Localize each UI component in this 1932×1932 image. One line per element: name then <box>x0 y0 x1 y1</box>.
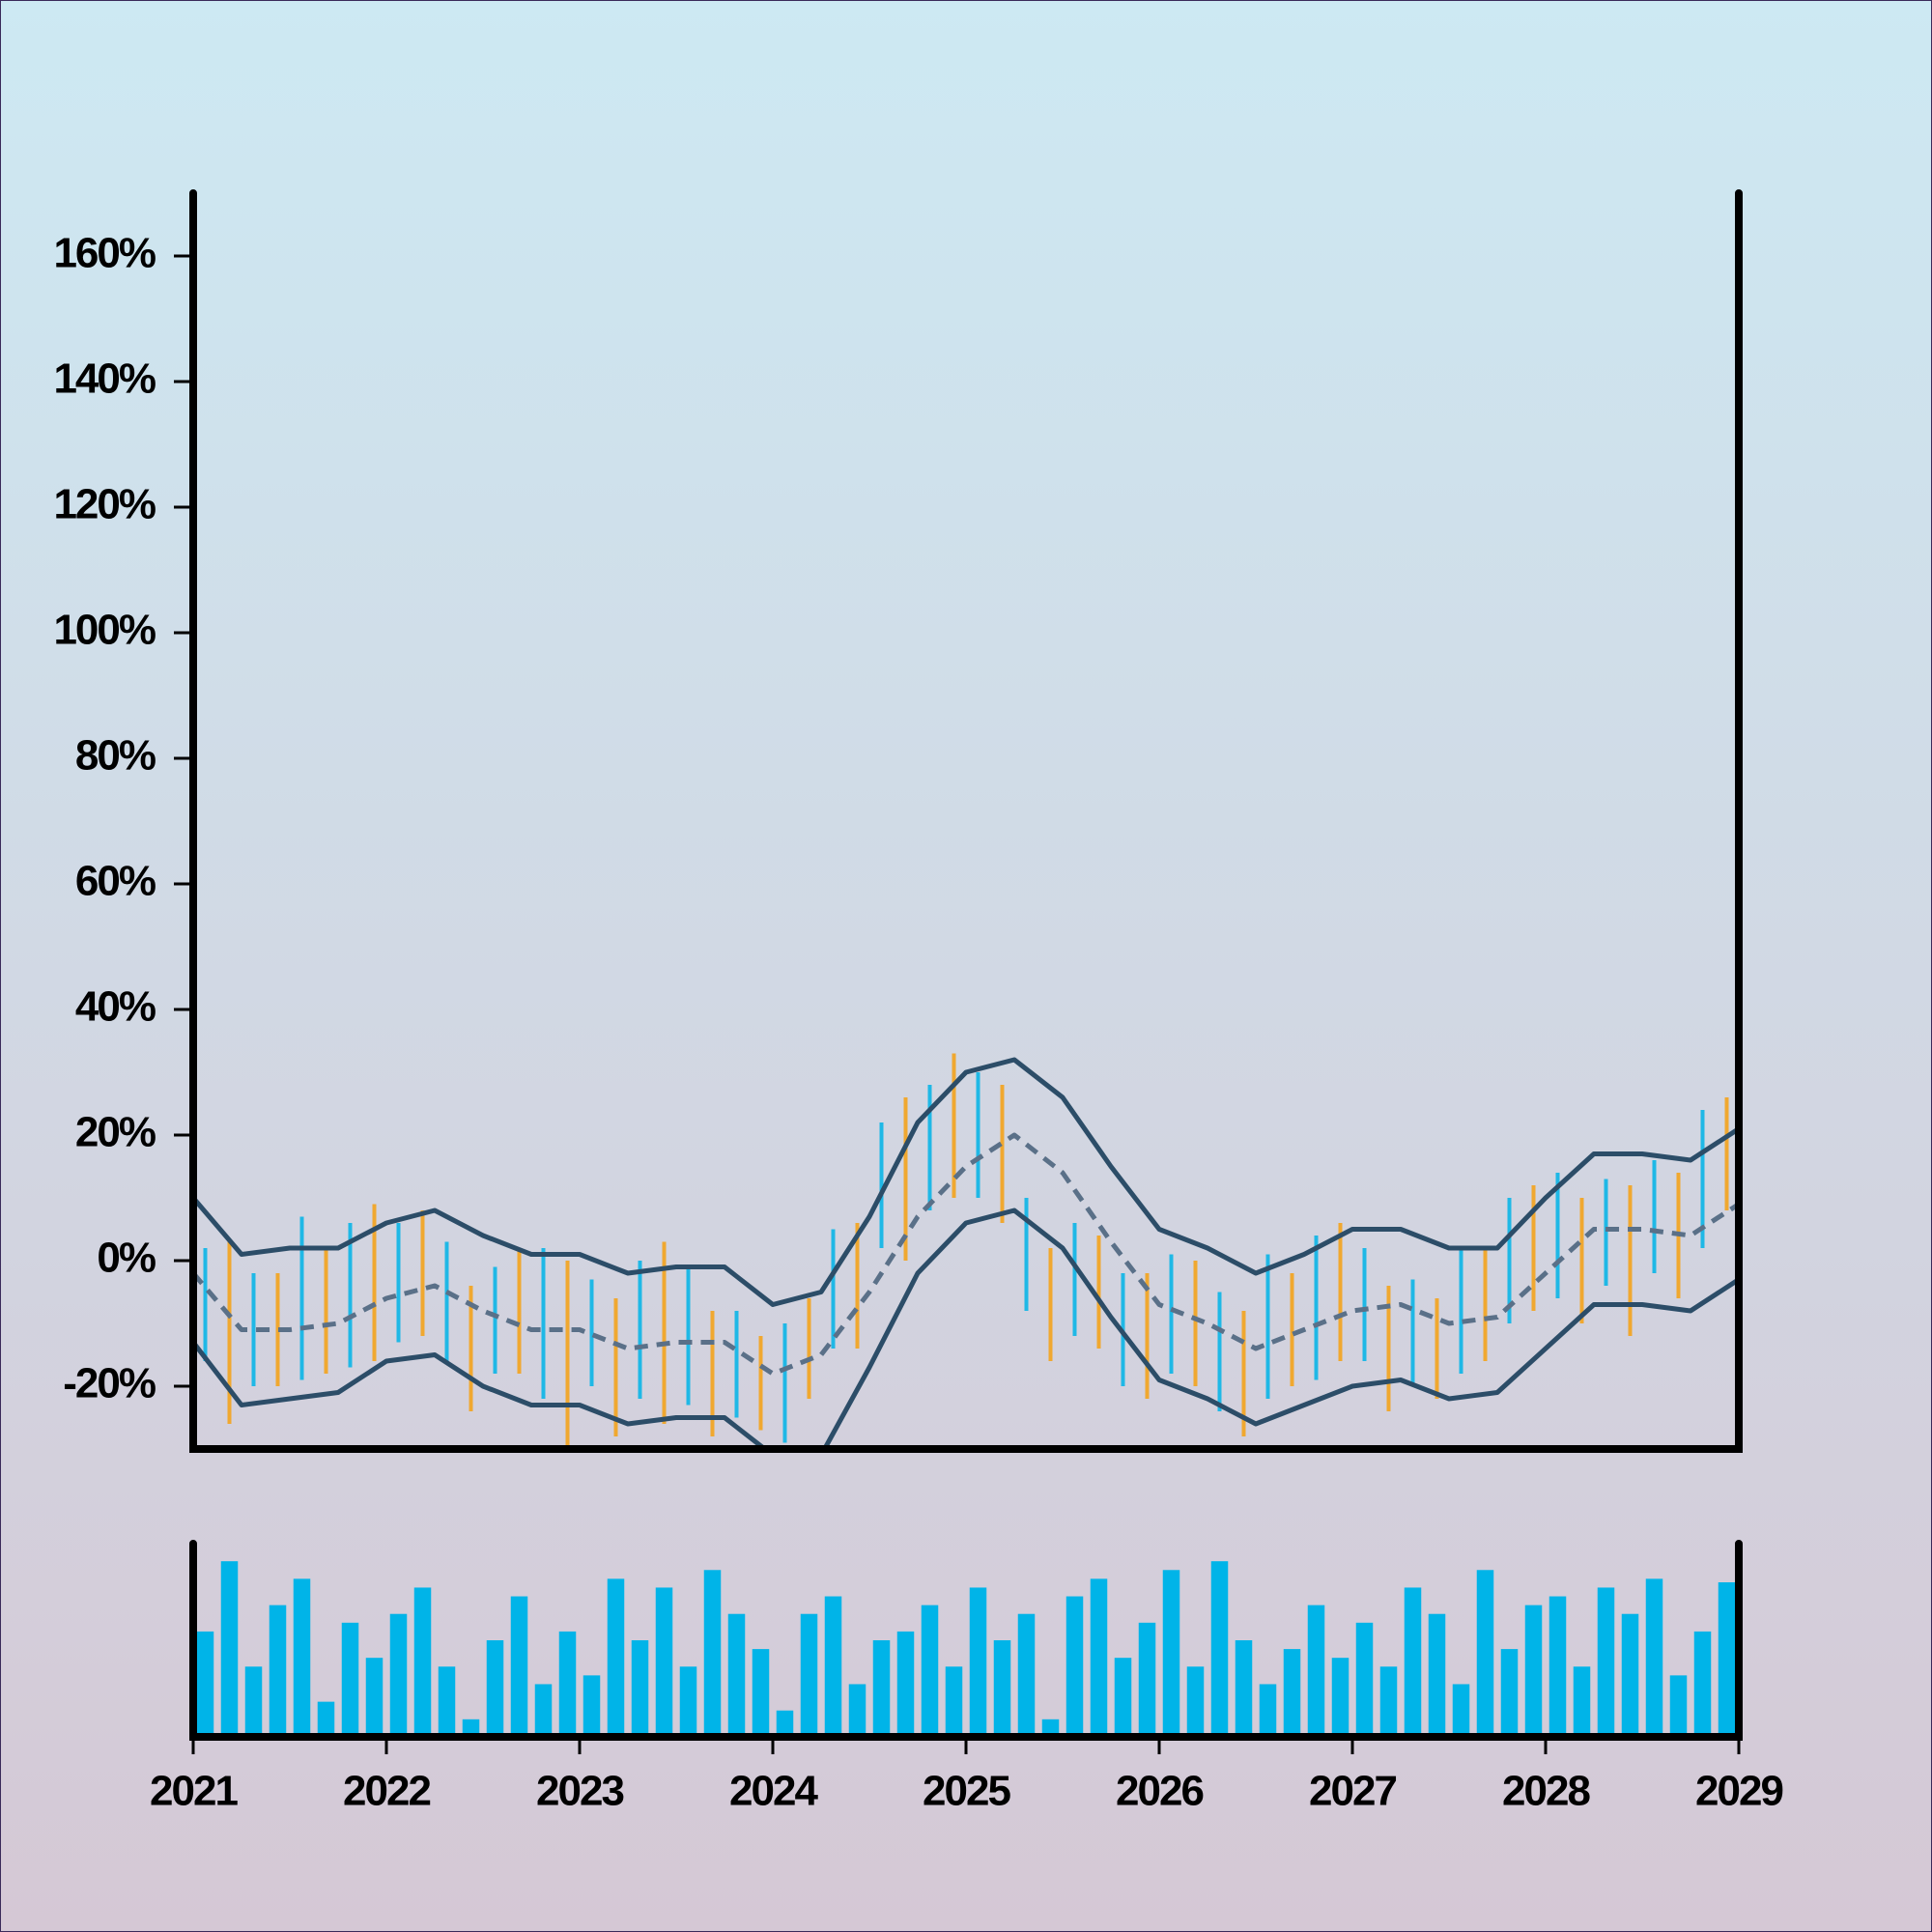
x-tick-label: 2028 <box>1502 1768 1590 1815</box>
volume-bar <box>1186 1666 1205 1737</box>
volume-bar <box>776 1710 794 1737</box>
volume-bar <box>486 1640 504 1737</box>
x-tick-label: 2026 <box>1116 1768 1203 1815</box>
y-tick-label: 60% <box>75 858 156 905</box>
volume-bar <box>1065 1596 1084 1737</box>
x-tick-label: 2024 <box>729 1768 818 1815</box>
volume-bar <box>703 1570 722 1737</box>
volume-bar <box>679 1666 697 1737</box>
price-frame <box>189 189 1743 1453</box>
y-tick-label: 80% <box>75 732 156 780</box>
volume-bar <box>196 1631 214 1737</box>
y-tick-label: 40% <box>75 983 156 1031</box>
volume-bar <box>872 1640 891 1737</box>
volume-bar <box>534 1684 553 1737</box>
volume-bar <box>365 1658 384 1737</box>
volume-bar <box>389 1613 408 1737</box>
volume-bar <box>1452 1684 1470 1737</box>
y-tick-label: 120% <box>53 481 155 528</box>
volume-bar <box>921 1605 939 1737</box>
y-tick-label: 140% <box>53 355 155 403</box>
volume-bar <box>1621 1613 1639 1737</box>
y-tick-label: 160% <box>53 230 155 277</box>
volume-bar <box>462 1719 480 1737</box>
volume-bar <box>1355 1622 1374 1737</box>
x-tick-label: 2022 <box>343 1768 430 1815</box>
x-tick-label: 2029 <box>1695 1768 1782 1815</box>
volume-bar <box>244 1666 263 1737</box>
volume-bar <box>1259 1684 1277 1737</box>
volume-bar <box>413 1587 432 1737</box>
middle-band <box>193 1132 1739 1377</box>
volume-bar <box>1283 1649 1301 1737</box>
volume-bar <box>269 1605 287 1737</box>
volume-bar <box>896 1631 915 1737</box>
price-plot <box>193 1053 1739 1449</box>
volume-bar <box>993 1640 1011 1737</box>
volume-bar <box>317 1701 335 1737</box>
volume-bar <box>582 1675 601 1737</box>
volume-bar <box>752 1649 770 1737</box>
x-tick-label: 2021 <box>150 1768 238 1815</box>
x-tick-label: 2023 <box>536 1768 623 1815</box>
y-tick-label: 20% <box>75 1109 156 1156</box>
volume-bar <box>1524 1605 1543 1737</box>
volume-bar <box>1041 1719 1060 1737</box>
volume-bar <box>1162 1570 1180 1737</box>
volume-bar <box>824 1596 842 1737</box>
volume-bar <box>1017 1613 1036 1737</box>
volume-bar <box>1331 1658 1350 1737</box>
axes: -20% 0% 20% 40% 60% 80% 100% 120% 140% 160% 2021 20… <box>53 189 1784 1815</box>
volume-bar <box>1235 1640 1253 1737</box>
volume-bar <box>800 1613 818 1737</box>
volume-bar <box>1597 1587 1615 1737</box>
volume-bar <box>558 1631 577 1737</box>
volume-bar <box>1428 1613 1446 1737</box>
x-tick-label: 2025 <box>923 1768 1010 1815</box>
volume-bar <box>1307 1605 1325 1737</box>
volume-bar <box>848 1684 867 1737</box>
volume-bar <box>727 1613 746 1737</box>
volume-bar <box>1090 1578 1108 1737</box>
volume-bar <box>1573 1666 1591 1737</box>
volume-bar <box>631 1640 649 1737</box>
volume-plot <box>196 1561 1736 1737</box>
outer-band <box>193 1208 1739 1449</box>
volume-bar <box>1138 1622 1156 1737</box>
volume-bar <box>1210 1561 1229 1737</box>
volume-bar <box>1645 1578 1663 1737</box>
outer-band <box>193 1057 1739 1307</box>
volume-bar <box>607 1578 625 1737</box>
volume-bar <box>1548 1596 1567 1737</box>
volume-bar <box>1114 1658 1132 1737</box>
volume-bar <box>1476 1570 1494 1737</box>
volume-bar <box>945 1666 963 1737</box>
volume-bar <box>655 1587 673 1737</box>
volume-bar <box>220 1561 239 1737</box>
y-tick-label: 0% <box>97 1235 155 1282</box>
volume-bar <box>293 1578 311 1737</box>
volume-bar <box>1718 1582 1736 1737</box>
y-tick-label: 100% <box>53 607 155 654</box>
volume-bar <box>438 1666 456 1737</box>
volume-bar <box>1379 1666 1398 1737</box>
volume-bar <box>1669 1675 1688 1737</box>
volume-bar <box>341 1622 359 1737</box>
volume-bar <box>1500 1649 1519 1737</box>
volume-bar <box>510 1596 528 1737</box>
volume-bar <box>1404 1587 1422 1737</box>
y-tick-label: -20% <box>63 1360 156 1407</box>
x-tick-label: 2027 <box>1309 1768 1396 1815</box>
volume-bar <box>1693 1631 1712 1737</box>
volume-bar <box>969 1587 987 1737</box>
